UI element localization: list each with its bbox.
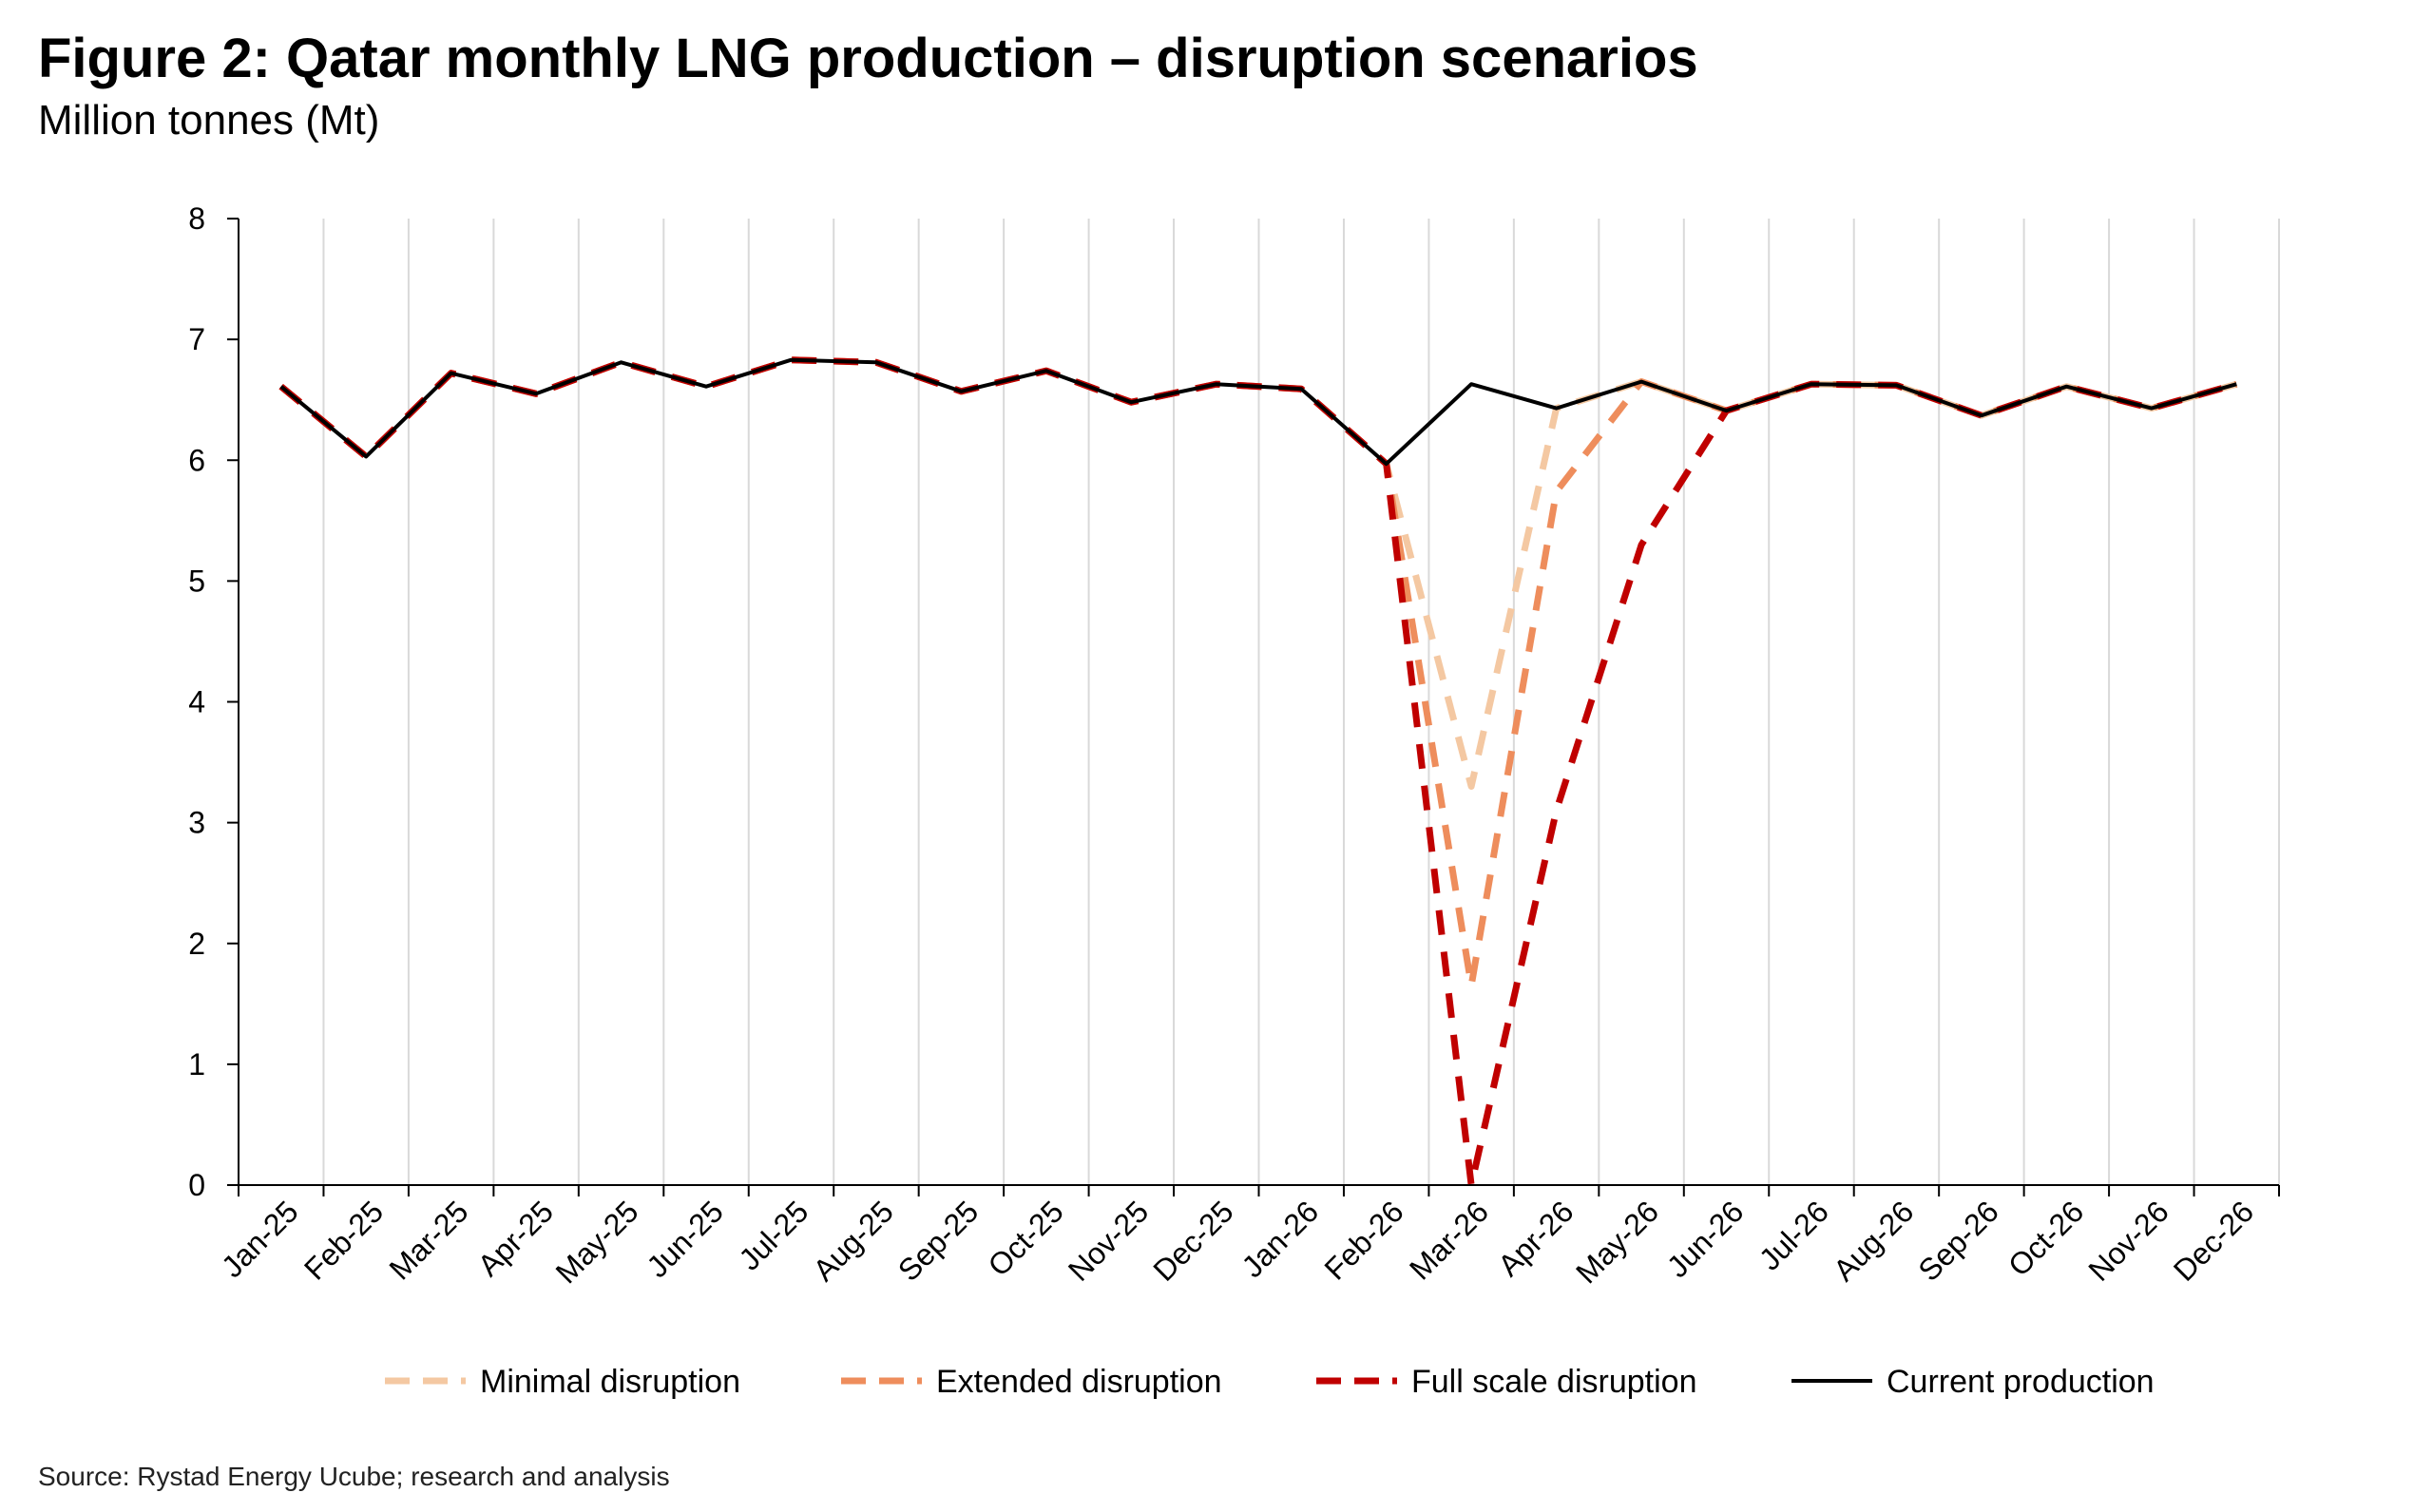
x-tick-label: Dec-26 bbox=[2167, 1194, 2260, 1287]
x-tick-label: Jan-25 bbox=[215, 1194, 305, 1284]
chart-title: Figure 2: Qatar monthly LNG production –… bbox=[38, 28, 1698, 89]
x-tick-label: Sep-25 bbox=[891, 1194, 985, 1287]
legend-label: Extended disruption bbox=[936, 1364, 1222, 1400]
y-tick-label: 6 bbox=[188, 443, 205, 477]
series-line-current-production bbox=[279, 357, 2237, 467]
x-tick-label: May-25 bbox=[549, 1194, 645, 1290]
x-tick-label: Aug-26 bbox=[1827, 1194, 1920, 1287]
x-tick-label: Apr-26 bbox=[1491, 1194, 1580, 1282]
x-tick-label: Jul-25 bbox=[732, 1194, 814, 1276]
y-tick-label: 4 bbox=[188, 685, 205, 719]
legend-label: Minimal disruption bbox=[480, 1364, 740, 1400]
x-tick-label: Aug-25 bbox=[806, 1194, 899, 1287]
x-tick-label: Jun-25 bbox=[640, 1194, 730, 1284]
x-tick-label: Oct-26 bbox=[2002, 1194, 2090, 1282]
x-tick-label: Nov-25 bbox=[1062, 1194, 1155, 1287]
x-tick-label: Mar-25 bbox=[382, 1194, 474, 1286]
y-tick-label: 0 bbox=[188, 1168, 205, 1202]
x-tick-label: Jan-26 bbox=[1236, 1194, 1326, 1284]
y-tick-label: 1 bbox=[188, 1047, 205, 1081]
source-note: Source: Rystad Energy Ucube; research an… bbox=[38, 1462, 670, 1491]
x-tick-label: Feb-26 bbox=[1317, 1194, 1409, 1286]
y-tick-label: 2 bbox=[188, 927, 205, 961]
chart-subtitle: Million tonnes (Mt) bbox=[38, 97, 380, 144]
legend-label: Current production bbox=[1887, 1364, 2155, 1400]
y-tick-label: 5 bbox=[188, 564, 205, 598]
x-tick-label: Dec-25 bbox=[1146, 1194, 1239, 1287]
legend-label: Full scale disruption bbox=[1411, 1364, 1696, 1400]
x-tick-label: Jul-26 bbox=[1753, 1194, 1835, 1276]
x-tick-label: Mar-26 bbox=[1403, 1194, 1495, 1286]
x-tick-label: Apr-25 bbox=[471, 1194, 560, 1282]
x-tick-label: Sep-26 bbox=[1911, 1194, 2004, 1287]
x-tick-label: Nov-26 bbox=[2081, 1194, 2174, 1287]
x-tick-label: Feb-25 bbox=[297, 1194, 390, 1286]
x-tick-label: May-26 bbox=[1569, 1194, 1665, 1290]
y-tick-label: 8 bbox=[188, 201, 205, 236]
y-tick-label: 7 bbox=[188, 322, 205, 356]
x-tick-label: Oct-25 bbox=[981, 1194, 1069, 1282]
y-tick-label: 3 bbox=[188, 806, 205, 840]
x-tick-label: Jun-26 bbox=[1660, 1194, 1751, 1284]
